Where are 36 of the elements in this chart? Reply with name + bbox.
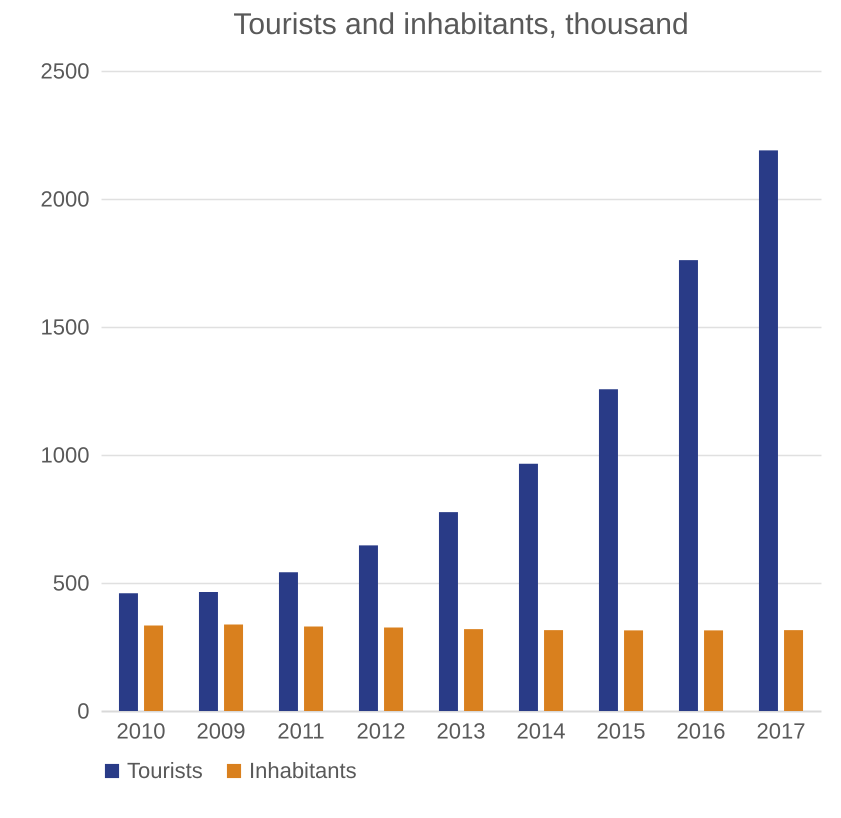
x-tick-label: 2009 [196,718,246,744]
bar [118,593,138,711]
bar [438,512,458,711]
legend-label: Tourists [127,758,203,783]
chart-title: Tourists and inhabitants, thousand [233,8,689,41]
bar [518,464,538,711]
bar [278,572,298,711]
x-tick-label: 2014 [516,718,566,744]
bar [678,260,698,711]
x-tick-label: 2011 [277,718,325,744]
y-tick-label: 1000 [40,442,90,468]
bar [544,630,564,711]
y-tick-label: 500 [52,570,90,596]
y-tick-label: 0 [77,698,90,724]
bar [358,545,378,711]
x-tick-label: 2013 [436,718,486,744]
x-tick-label: 2010 [116,718,166,744]
bar [224,624,244,711]
x-tick-label: 2012 [356,718,406,744]
bar [758,150,778,711]
bar [384,628,404,711]
bar [198,592,218,711]
y-tick-label: 1500 [40,314,90,340]
bar [784,630,804,711]
legend-label: Inhabitants [249,758,357,783]
y-tick-label: 2500 [40,58,90,84]
x-tick-label: 2017 [756,718,806,744]
bar [704,630,724,711]
bar [598,389,618,711]
bar [624,630,644,711]
x-tick-label: 2016 [676,718,726,744]
bar [464,629,484,711]
bar [304,626,324,711]
x-tick-label: 2015 [596,718,646,744]
bar [144,625,164,711]
y-tick-label: 2000 [40,186,90,212]
